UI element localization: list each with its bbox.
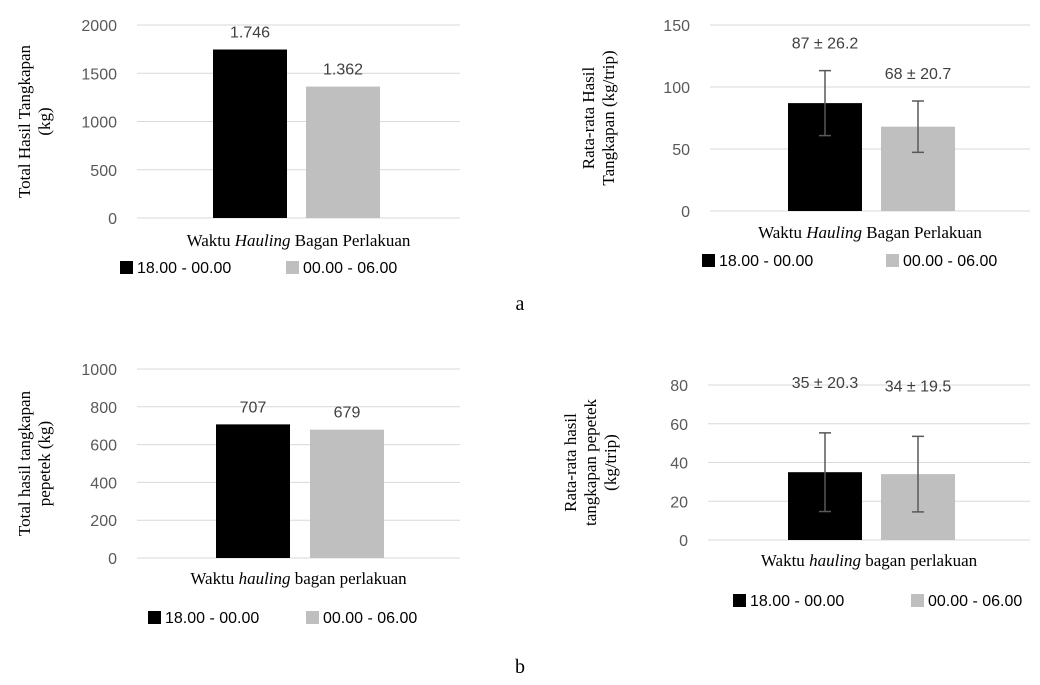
y-tick-label: 100	[663, 80, 690, 97]
legend-label: 18.00 - 00.00	[750, 593, 844, 610]
y-tick-label: 400	[90, 475, 117, 492]
legend-label: 18.00 - 00.00	[137, 260, 231, 277]
y-tick-label: 0	[108, 211, 117, 228]
bar	[310, 429, 384, 558]
y-tick-label: 40	[670, 456, 688, 473]
y-axis-title: Total Hasil Tangkapan(kg)	[15, 44, 54, 198]
legend-label: 18.00 - 00.00	[719, 253, 813, 270]
y-tick-label: 50	[672, 142, 690, 159]
y-tick-label: 1500	[81, 66, 117, 83]
y-tick-label: 0	[108, 551, 117, 568]
y-axis-title: Total hasil tangkapanpepetek (kg)	[15, 390, 54, 536]
legend-label: 00.00 - 06.00	[323, 610, 417, 627]
data-label: 1.362	[323, 62, 363, 79]
x-axis-title: Waktu hauling bagan perlakuan	[761, 551, 978, 570]
data-label: 679	[334, 405, 361, 422]
x-axis-title: Waktu Hauling Bagan Perlakuan	[187, 231, 411, 250]
data-label: 87 ± 26.2	[792, 36, 859, 53]
legend-swatch	[306, 611, 319, 624]
bar	[306, 86, 380, 218]
x-axis-title: Waktu Hauling Bagan Perlakuan	[758, 223, 982, 242]
y-axis-title: Rata-rata HasilTangkapan (kg/trip)	[579, 50, 618, 185]
legend-swatch	[120, 261, 133, 274]
data-label: 68 ± 20.7	[885, 66, 952, 83]
y-tick-label: 800	[90, 400, 117, 417]
data-label: 1.746	[230, 25, 270, 42]
y-tick-label: 0	[679, 533, 688, 550]
legend-label: 00.00 - 06.00	[928, 593, 1022, 610]
y-tick-label: 150	[663, 18, 690, 35]
legend-swatch	[702, 254, 715, 267]
y-tick-label: 200	[90, 513, 117, 530]
caption-b: b	[515, 656, 525, 678]
bar	[213, 49, 287, 218]
caption-a: a	[516, 293, 525, 315]
y-tick-label: 60	[670, 417, 688, 434]
legend-label: 00.00 - 06.00	[903, 253, 997, 270]
y-tick-label: 1000	[81, 362, 117, 379]
data-label: 34 ± 19.5	[885, 378, 952, 395]
legend-swatch	[886, 254, 899, 267]
y-tick-label: 1000	[81, 115, 117, 132]
legend-swatch	[148, 611, 161, 624]
x-axis-title: Waktu hauling bagan perlakuan	[190, 569, 407, 588]
y-tick-label: 20	[670, 494, 688, 511]
chart-total-pepetek: 0 200 400 600 800 1000 707 679 Total hasil tangk…	[15, 362, 460, 627]
y-tick-label: 0	[681, 204, 690, 221]
y-tick-label: 2000	[81, 18, 117, 35]
legend-swatch	[733, 594, 746, 607]
legend-swatch	[911, 594, 924, 607]
chart-total-catch: 0 500 1000 1500 2000 1.746 1.362 Total Hasil Ta…	[15, 18, 460, 277]
y-axis-title: Rata-rata hasiltangkapan pepetek(kg/trip…	[561, 399, 620, 526]
y-tick-label: 80	[670, 378, 688, 395]
legend-label: 00.00 - 06.00	[303, 260, 397, 277]
bar	[216, 424, 290, 558]
y-tick-label: 500	[90, 163, 117, 180]
data-label: 35 ± 20.3	[792, 375, 859, 392]
legend-label: 18.00 - 00.00	[165, 610, 259, 627]
chart-mean-pepetek: 0 20 40 60 80 35 ± 20.3 34 ± 19.5 Rata-rata has…	[561, 375, 1030, 610]
chart-mean-catch: 0 50 100 150 87 ± 26.2 68 ± 20.7 Rata-rata Has…	[579, 18, 1030, 270]
y-tick-label: 600	[90, 438, 117, 455]
data-label: 707	[240, 399, 267, 416]
legend-swatch	[286, 261, 299, 274]
